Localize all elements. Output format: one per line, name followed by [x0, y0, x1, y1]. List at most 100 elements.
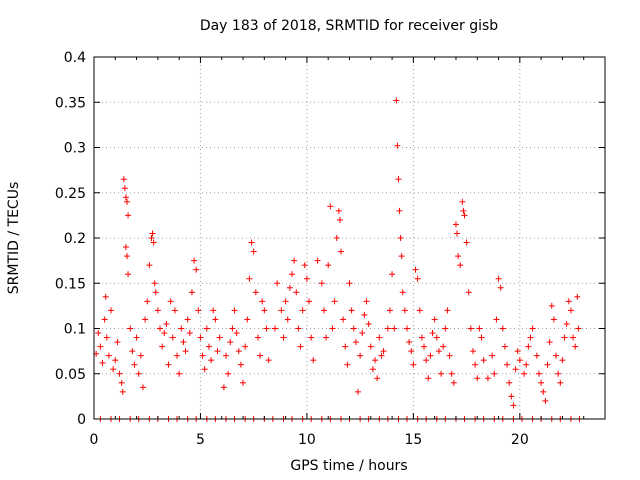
data-point	[133, 334, 140, 341]
y-tick-label: 0.4	[64, 50, 86, 66]
data-point	[393, 97, 400, 104]
data-point	[570, 334, 577, 341]
data-point	[303, 275, 310, 282]
data-point	[212, 316, 219, 323]
data-point	[440, 343, 447, 350]
data-point	[242, 343, 249, 350]
data-point	[461, 212, 468, 219]
data-point	[210, 307, 217, 314]
data-point	[542, 397, 549, 404]
data-point	[167, 298, 174, 305]
data-point	[527, 334, 534, 341]
data-point	[399, 289, 406, 296]
data-point	[125, 271, 132, 278]
data-point	[178, 325, 185, 332]
data-point	[463, 239, 470, 246]
data-point	[205, 343, 212, 350]
data-point	[195, 307, 202, 314]
data-point	[284, 316, 291, 323]
data-point	[261, 307, 268, 314]
data-point	[516, 357, 523, 364]
data-point	[124, 253, 131, 260]
data-point	[386, 307, 393, 314]
data-point	[265, 357, 272, 364]
data-point	[369, 366, 376, 373]
data-point	[395, 176, 402, 183]
data-point	[557, 379, 564, 386]
data-point	[553, 352, 560, 359]
data-point	[521, 370, 528, 377]
data-point	[435, 348, 442, 355]
data-point	[454, 230, 461, 237]
data-point	[478, 334, 485, 341]
data-point	[125, 212, 132, 219]
data-point	[246, 275, 253, 282]
data-point	[389, 271, 396, 278]
data-point	[467, 325, 474, 332]
data-point	[336, 216, 343, 223]
data-point	[163, 320, 170, 327]
y-tick-label: 0	[77, 412, 86, 428]
data-point	[346, 280, 353, 287]
data-point	[216, 334, 223, 341]
data-point	[423, 357, 430, 364]
data-point	[575, 325, 582, 332]
data-point	[333, 235, 340, 241]
data-point	[188, 289, 195, 296]
data-point	[199, 352, 206, 359]
data-point	[318, 280, 325, 287]
data-point	[565, 298, 572, 305]
data-point	[327, 203, 334, 210]
data-point	[182, 348, 189, 355]
data-point	[425, 375, 432, 382]
data-point	[244, 316, 251, 323]
chart-title: Day 183 of 2018, SRMTID for receiver gis…	[200, 18, 498, 34]
data-point	[361, 311, 368, 318]
data-point	[174, 352, 181, 359]
data-point	[254, 334, 261, 341]
data-point	[476, 325, 483, 332]
data-point	[329, 325, 336, 332]
data-point	[548, 302, 555, 309]
y-tick-label: 0.1	[64, 322, 86, 338]
data-point	[508, 393, 515, 400]
data-point	[403, 325, 410, 332]
data-point	[295, 325, 302, 332]
data-point	[397, 235, 404, 241]
data-point	[544, 361, 551, 368]
data-point	[438, 370, 445, 377]
data-point	[157, 325, 164, 332]
data-point	[169, 334, 176, 341]
data-point	[120, 176, 127, 183]
data-point	[271, 325, 278, 332]
data-point	[165, 361, 172, 368]
data-point	[455, 253, 462, 260]
data-point	[248, 239, 255, 246]
data-point	[525, 343, 532, 350]
data-point	[114, 339, 121, 346]
data-point	[263, 325, 270, 332]
data-point	[237, 361, 244, 368]
data-point	[472, 361, 479, 368]
data-point	[559, 357, 566, 364]
data-point	[146, 262, 153, 269]
data-point	[501, 343, 508, 350]
data-point	[433, 334, 440, 341]
data-point	[529, 325, 536, 332]
data-point	[95, 330, 102, 337]
data-point	[278, 307, 285, 314]
data-point	[357, 352, 364, 359]
data-point	[359, 330, 366, 337]
data-point	[112, 357, 119, 364]
data-point	[193, 266, 200, 273]
data-point	[450, 379, 457, 386]
x-tick-label: 5	[196, 432, 205, 448]
data-point	[331, 298, 338, 305]
data-point	[154, 307, 161, 314]
data-point	[412, 266, 419, 273]
data-point	[229, 325, 236, 332]
data-point	[225, 370, 232, 377]
data-point	[299, 307, 306, 314]
data-point	[414, 275, 421, 282]
